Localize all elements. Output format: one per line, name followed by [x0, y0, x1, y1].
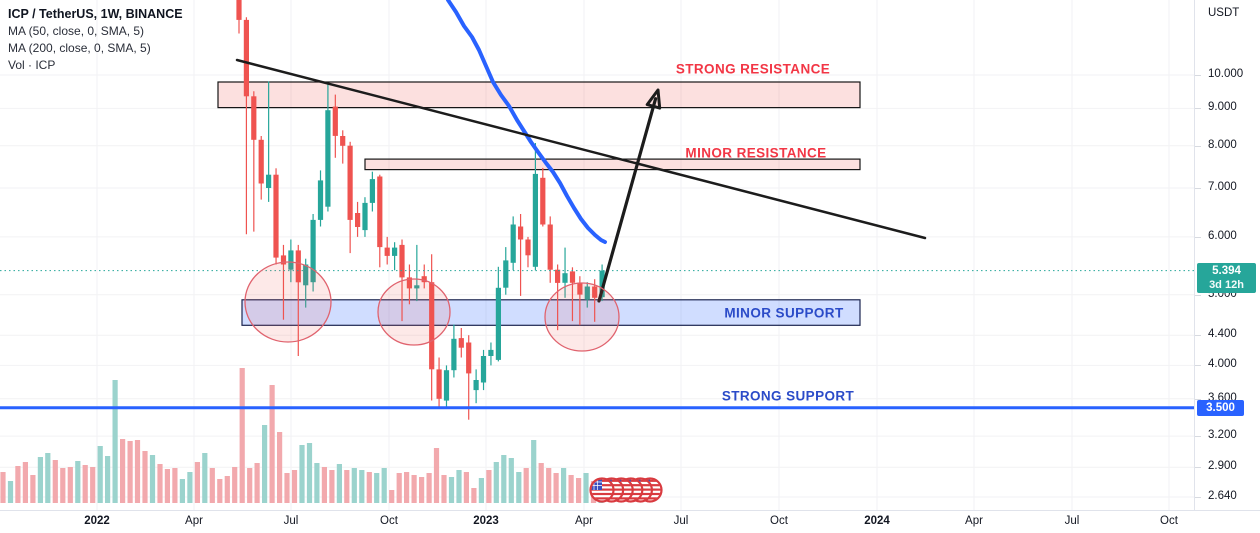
time-tick-label: Oct [770, 515, 788, 527]
last-price-badge: 5.394 3d 12h [1197, 263, 1256, 293]
price-tick-label: 4.000 [1208, 358, 1237, 370]
highlight-ellipse-3[interactable] [544, 282, 620, 352]
minor-support-zone[interactable] [241, 299, 861, 326]
price-tick-label: 7.000 [1208, 181, 1237, 193]
price-tick-label: 8.000 [1208, 139, 1237, 151]
strong-resistance-zone[interactable] [217, 81, 861, 109]
grid [0, 0, 1195, 511]
legend-ma200[interactable]: MA (200, close, 0, SMA, 5) [8, 41, 151, 55]
price-tick-label: 2.640 [1208, 490, 1237, 502]
time-axis[interactable]: 2022 Apr Jul Oct 2023 Apr Jul Oct 2024 Apr Jul Oct [0, 510, 1260, 533]
time-tick-label: 2023 [473, 515, 499, 527]
price-tick-mark [1195, 365, 1201, 366]
volume-bars [0, 368, 604, 503]
time-tick-label: Jul [283, 515, 299, 527]
price-tick-label: 4.400 [1208, 328, 1237, 340]
price-tick-mark [1195, 399, 1201, 400]
time-tick-label: 2022 [84, 515, 110, 527]
time-tick-label: Apr [965, 515, 983, 527]
symbol-title[interactable]: ICP / TetherUS, 1W, BINANCE [8, 7, 183, 21]
price-tick-mark [1195, 108, 1201, 109]
minor-support-label[interactable]: MINOR SUPPORT [724, 305, 844, 321]
price-axis-unit: USDT [1208, 7, 1240, 19]
price-tick-label: 10.000 [1208, 68, 1244, 80]
support-price-badge: 3.500 [1197, 400, 1244, 416]
price-tick-label: 6.000 [1208, 230, 1237, 242]
highlight-ellipse-2[interactable] [377, 278, 451, 346]
price-chart-pane[interactable] [0, 0, 1195, 511]
flag-logo [589, 477, 663, 503]
bar-countdown: 3d 12h [1209, 279, 1244, 291]
chart-canvas[interactable] [0, 0, 1195, 511]
descending-trendline[interactable] [235, 58, 927, 240]
strong-support-label[interactable]: STRONG SUPPORT [721, 388, 855, 404]
time-tick-label: Oct [1160, 515, 1178, 527]
time-tick-label: Apr [185, 515, 203, 527]
projection-arrow-head [645, 88, 662, 110]
legend-ma50[interactable]: MA (50, close, 0, SMA, 5) [8, 24, 145, 38]
price-tick-mark [1195, 295, 1201, 296]
time-tick-label: Jul [673, 515, 689, 527]
price-tick-mark [1195, 146, 1201, 147]
price-tick-mark [1195, 436, 1201, 437]
ma-line[interactable] [446, 0, 607, 244]
support-price: 3.500 [1206, 402, 1235, 414]
price-tick-label: 9.000 [1208, 101, 1237, 113]
price-tick-mark [1195, 497, 1201, 498]
price-tick-label: 3.200 [1208, 429, 1237, 441]
price-tick-mark [1195, 467, 1201, 468]
candles [236, 0, 605, 420]
time-tick-label: 2024 [864, 515, 890, 527]
highlight-ellipse-1[interactable] [244, 261, 332, 343]
minor-resistance-label[interactable]: MINOR RESISTANCE [685, 145, 827, 161]
legend-volume[interactable]: Vol · ICP [8, 58, 56, 72]
price-axis[interactable]: USDT 5.394 3d 12h 3.500 10.000 9.000 8.000… [1194, 0, 1260, 511]
time-tick-label: Oct [380, 515, 398, 527]
strong-resistance-label[interactable]: STRONG RESISTANCE [675, 61, 831, 77]
price-tick-mark [1195, 335, 1201, 336]
projection-arrow-shaft[interactable] [597, 97, 658, 303]
price-tick-mark [1195, 237, 1201, 238]
price-tick-mark [1195, 188, 1201, 189]
time-tick-label: Jul [1064, 515, 1080, 527]
last-price: 5.394 [1212, 265, 1241, 277]
time-tick-label: Apr [575, 515, 593, 527]
minor-resistance-zone[interactable] [364, 158, 861, 171]
legend: ICP / TetherUS, 1W, BINANCE MA (50, clos… [8, 6, 183, 74]
price-tick-mark [1195, 75, 1201, 76]
price-tick-label: 2.900 [1208, 460, 1237, 472]
